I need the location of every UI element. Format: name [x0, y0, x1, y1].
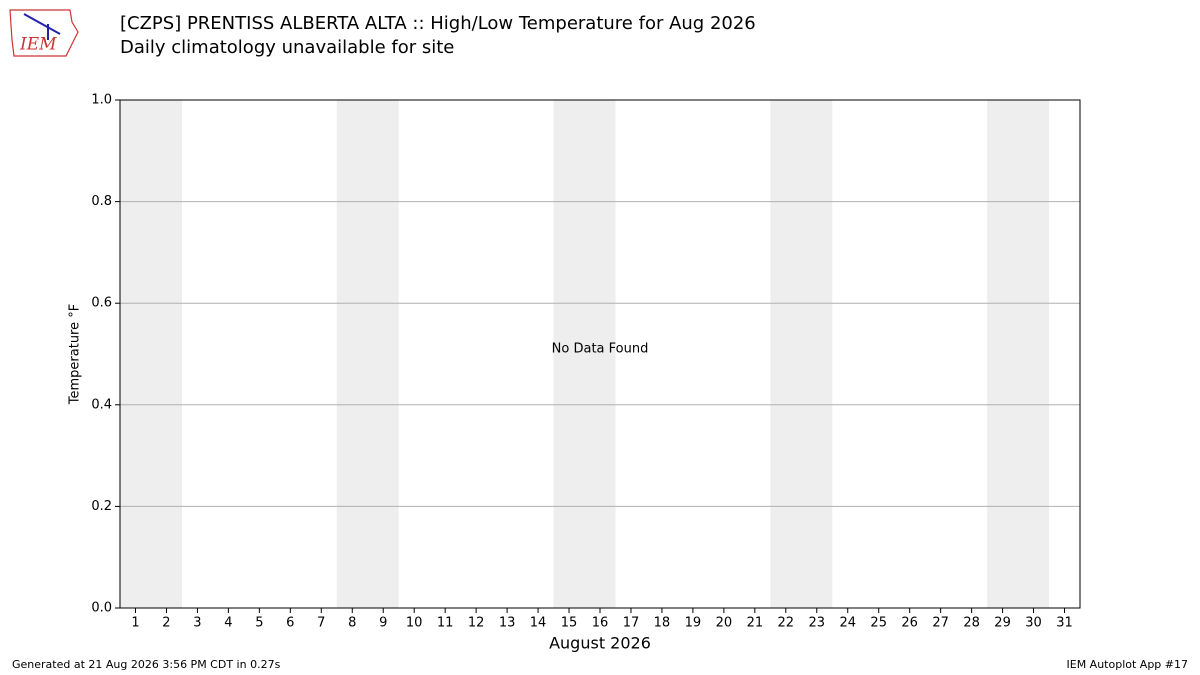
- y-tick-label: 1.0: [91, 93, 112, 108]
- x-tick-label: 11: [437, 616, 454, 631]
- x-tick-label: 1: [131, 616, 139, 631]
- x-tick-label: 25: [870, 616, 887, 631]
- x-tick-label: 13: [499, 616, 516, 631]
- weekend-band: [553, 100, 616, 608]
- logo-line: [23, 13, 61, 35]
- x-tick-label: 27: [932, 616, 949, 631]
- x-tick-label: 26: [901, 616, 918, 631]
- x-tick-label: 9: [379, 616, 387, 631]
- weekend-band: [987, 100, 1050, 608]
- y-tick-label: 0.0: [91, 601, 112, 616]
- x-tick-label: 20: [716, 616, 733, 631]
- x-tick-label: 14: [530, 616, 547, 631]
- x-tick-label: 19: [685, 616, 702, 631]
- x-tick-label: 12: [468, 616, 485, 631]
- x-tick-label: 23: [809, 616, 826, 631]
- x-tick-label: 28: [963, 616, 980, 631]
- x-tick-label: 3: [193, 616, 201, 631]
- x-tick-label: 16: [592, 616, 609, 631]
- y-axis-label: Temperature °F: [68, 304, 83, 405]
- weekend-band: [336, 100, 399, 608]
- weekend-band: [120, 100, 182, 608]
- x-tick-label: 15: [561, 616, 578, 631]
- y-tick-label: 0.4: [91, 397, 112, 412]
- x-tick-label: 2: [162, 616, 170, 631]
- x-tick-label: 4: [224, 616, 232, 631]
- x-tick-label: 8: [348, 616, 356, 631]
- y-tick-label: 0.2: [91, 499, 112, 514]
- x-tick-label: 24: [839, 616, 856, 631]
- x-tick-label: 5: [255, 616, 263, 631]
- y-tick-label: 0.8: [91, 194, 112, 209]
- x-tick-label: 29: [994, 616, 1011, 631]
- x-tick-label: 30: [1025, 616, 1042, 631]
- y-tick-label: 0.6: [91, 296, 112, 311]
- footer-right: IEM Autoplot App #17: [1067, 658, 1189, 671]
- footer-left: Generated at 21 Aug 2026 3:56 PM CDT in …: [12, 658, 281, 671]
- chart-title: [CZPS] PRENTISS ALBERTA ALTA :: High/Low…: [120, 13, 756, 34]
- plot-area: [120, 100, 1080, 608]
- x-tick-label: 18: [654, 616, 671, 631]
- x-tick-label: 31: [1056, 616, 1073, 631]
- x-tick-label: 21: [747, 616, 764, 631]
- x-tick-label: 7: [317, 616, 325, 631]
- logo: IEM: [9, 9, 79, 57]
- x-tick-label: 17: [623, 616, 640, 631]
- annotation: No Data Found: [552, 342, 649, 357]
- logo-text: IEM: [19, 35, 57, 55]
- x-axis-label: August 2026: [549, 634, 651, 653]
- weekend-band: [770, 100, 833, 608]
- x-tick-label: 10: [406, 616, 423, 631]
- x-tick-label: 6: [286, 616, 294, 631]
- chart-subtitle: Daily climatology unavailable for site: [120, 37, 454, 58]
- x-tick-label: 22: [778, 616, 795, 631]
- logo-outline: [9, 9, 79, 57]
